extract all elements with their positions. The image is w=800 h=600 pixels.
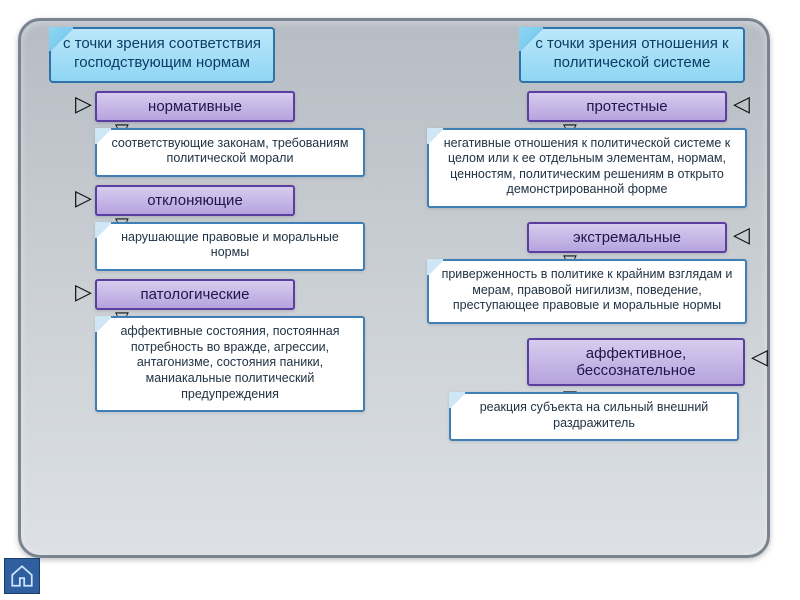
left-column: с точки зрения соответствия господствующ…	[39, 21, 399, 412]
right-sub-0-title: протестные	[586, 98, 667, 115]
left-desc-2-text: аффективные состояния, постоянная потреб…	[120, 324, 339, 401]
right-header: с точки зрения отношения к политической …	[519, 27, 745, 83]
left-item-1: ▷ отклоняющие ▽ нарушающие правовые и мо…	[39, 185, 399, 271]
right-desc-0-text: негативные отношения к политической сист…	[444, 136, 730, 197]
right-item-0: протестные ◁ ▽ негативные отношения к по…	[409, 91, 769, 209]
left-sub-0-title: нормативные	[148, 98, 242, 115]
left-sub-2: патологические	[95, 279, 295, 310]
left-header-text: с точки зрения соответствия господствующ…	[63, 35, 261, 71]
right-desc-1: приверженность в политике к крайним взгл…	[427, 259, 747, 324]
desc-notch	[95, 316, 113, 334]
left-header: с точки зрения соответствия господствующ…	[49, 27, 275, 83]
right-sub-2-title: аффективное, бессознательное	[576, 345, 695, 379]
desc-notch	[95, 128, 113, 146]
right-item-2: аффективное, бессознательное ◁ ▽ реакция…	[409, 338, 769, 441]
left-sub-0: нормативные	[95, 91, 295, 122]
home-button[interactable]	[4, 558, 40, 594]
desc-notch	[95, 222, 113, 240]
left-item-2: ▷ патологические ▽ аффективные состояния…	[39, 279, 399, 412]
left-item-0: ▷ нормативные ▽ соответствующие законам,…	[39, 91, 399, 177]
right-desc-1-text: приверженность в политике к крайним взгл…	[442, 267, 733, 312]
left-sub-1: отклоняющие	[95, 185, 295, 216]
home-icon	[9, 563, 35, 589]
left-desc-2: аффективные состояния, постоянная потреб…	[95, 316, 365, 412]
right-header-text: с точки зрения отношения к политической …	[535, 35, 728, 71]
right-sub-1-title: экстремальные	[573, 229, 681, 246]
right-item-1: экстремальные ◁ ▽ приверженность в полит…	[409, 222, 769, 324]
desc-notch	[427, 128, 445, 146]
left-desc-0-text: соответствующие законам, требованиям пол…	[112, 136, 349, 166]
right-desc-2-text: реакция субъекта на сильный внешний разд…	[480, 400, 709, 430]
left-desc-1: нарушающие правовые и моральные нормы	[95, 222, 365, 271]
right-column: с точки зрения отношения к политической …	[409, 21, 769, 441]
left-desc-1-text: нарушающие правовые и моральные нормы	[121, 230, 339, 260]
chevron-left-icon: ◁	[733, 93, 750, 115]
right-desc-2: реакция субъекта на сильный внешний разд…	[449, 392, 739, 441]
left-sub-2-title: патологические	[141, 286, 250, 303]
right-desc-0: негативные отношения к политической сист…	[427, 128, 747, 209]
right-sub-0: протестные	[527, 91, 727, 122]
chevron-right-icon: ▷	[75, 281, 92, 303]
right-sub-1: экстремальные	[527, 222, 727, 253]
chevron-left-icon: ◁	[733, 224, 750, 246]
left-sub-1-title: отклоняющие	[147, 192, 243, 209]
left-desc-0: соответствующие законам, требованиям пол…	[95, 128, 365, 177]
desc-notch	[449, 392, 467, 410]
chevron-left-icon: ◁	[751, 346, 768, 368]
presentation-frame: с точки зрения соответствия господствующ…	[18, 18, 770, 558]
right-sub-2: аффективное, бессознательное	[527, 338, 745, 386]
chevron-right-icon: ▷	[75, 93, 92, 115]
chevron-right-icon: ▷	[75, 187, 92, 209]
